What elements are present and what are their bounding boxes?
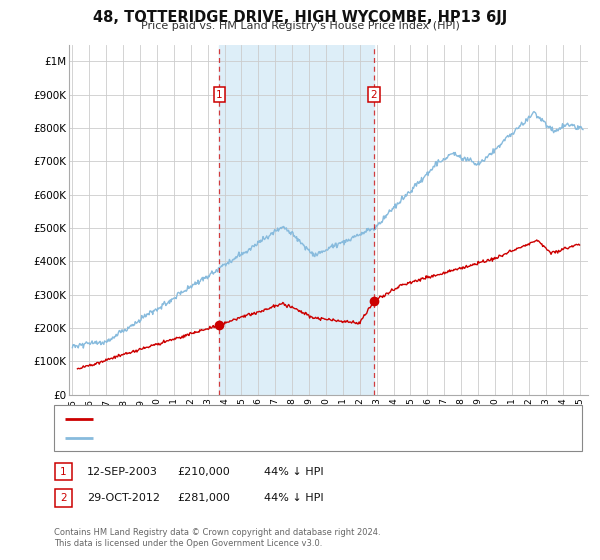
- Text: 2: 2: [60, 493, 67, 503]
- Bar: [220, 45, 374, 395]
- Text: 1: 1: [216, 90, 223, 100]
- Text: 1: 1: [60, 466, 67, 477]
- Text: 29-OCT-2012: 29-OCT-2012: [87, 493, 160, 503]
- Text: £210,000: £210,000: [177, 466, 230, 477]
- Text: This data is licensed under the Open Government Licence v3.0.: This data is licensed under the Open Gov…: [54, 539, 322, 548]
- Text: 44% ↓ HPI: 44% ↓ HPI: [264, 493, 323, 503]
- Text: Contains HM Land Registry data © Crown copyright and database right 2024.: Contains HM Land Registry data © Crown c…: [54, 528, 380, 537]
- Text: Price paid vs. HM Land Registry's House Price Index (HPI): Price paid vs. HM Land Registry's House …: [140, 21, 460, 31]
- Text: 2: 2: [370, 90, 377, 100]
- Text: £281,000: £281,000: [177, 493, 230, 503]
- Text: 44% ↓ HPI: 44% ↓ HPI: [264, 466, 323, 477]
- Text: 48, TOTTERIDGE DRIVE, HIGH WYCOMBE, HP13 6JJ: 48, TOTTERIDGE DRIVE, HIGH WYCOMBE, HP13…: [93, 10, 507, 25]
- Text: 48, TOTTERIDGE DRIVE, HIGH WYCOMBE, HP13 6JJ (detached house): 48, TOTTERIDGE DRIVE, HIGH WYCOMBE, HP13…: [99, 414, 440, 424]
- Text: 12-SEP-2003: 12-SEP-2003: [87, 466, 158, 477]
- Text: HPI: Average price, detached house, Buckinghamshire: HPI: Average price, detached house, Buck…: [99, 433, 370, 443]
